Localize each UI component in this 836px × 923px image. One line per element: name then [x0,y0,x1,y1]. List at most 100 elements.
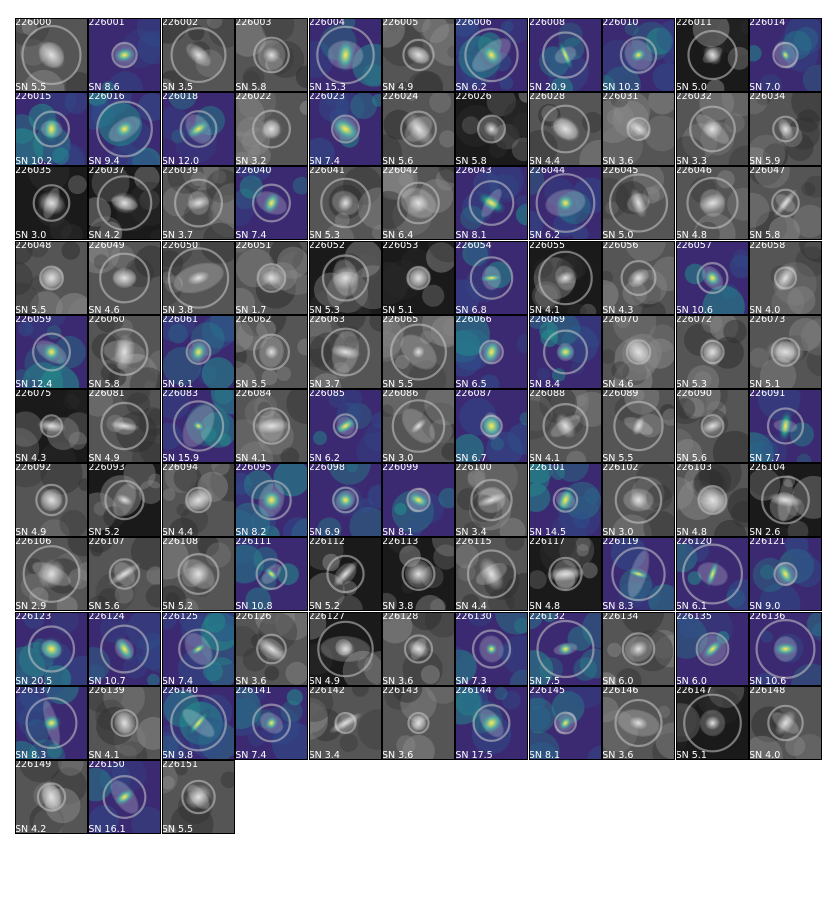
panel-id-label: 226081 [88,389,125,399]
panel-id-label: 226024 [382,92,419,103]
thumbnail-panel: 226136 SN 10.6 [749,611,822,686]
panel-sn-label: SN 6.2 [308,453,340,463]
thumbnail-image [602,463,676,538]
thumbnail-image [88,389,162,463]
panel-sn-label: SN 8.1 [455,230,487,241]
panel-sn-label: SN 10.6 [675,304,713,315]
thumbnail-panel: 226040 SN 7.4 [235,166,309,241]
panel-id-label: 226045 [602,166,639,177]
panel-sn-label: SN 6.7 [455,453,487,463]
thumbnail-panel: 226120 SN 6.1 [675,537,749,612]
panel-sn-label: SN 7.4 [235,749,267,760]
panel-sn-label: SN 5.5 [15,304,47,315]
panel-sn-label: SN 2.9 [15,601,47,612]
thumbnail-image [749,240,822,315]
panel-id-label: 226050 [161,240,199,251]
thumbnail-image [382,537,455,612]
thumbnail-image [675,389,749,463]
thumbnail-image [15,92,88,167]
panel-id-label: 226127 [308,611,345,622]
panel-id-label: 226102 [602,463,639,474]
thumbnail-panel: 226092 SN 4.9 [15,463,88,538]
panel-sn-label: SN 6.1 [675,601,707,612]
thumbnail-panel: 226047 SN 5.8 [749,166,822,241]
thumbnail-image [749,92,822,167]
panel-id-label: 226144 [455,685,492,696]
panel-id-label: 226072 [675,314,712,325]
panel-sn-label: SN 5.0 [675,82,707,92]
panel-id-label: 226149 [15,760,52,770]
thumbnail-image [308,463,382,538]
thumbnail-panel: 226088 SN 4.1 [528,389,602,463]
thumbnail-panel: 226094 SN 4.4 [161,463,235,538]
thumbnail-panel: 226049 SN 4.6 [88,240,162,315]
panel-sn-label: SN 3.3 [675,156,707,167]
panel-sn-label: SN 10.8 [235,601,273,612]
thumbnail-panel: 226112 SN 5.2 [308,537,382,612]
panel-sn-label: SN 5.3 [308,304,340,315]
panel-id-label: 226047 [749,166,786,177]
thumbnail-image [161,314,235,389]
thumbnail-image [88,314,162,389]
thumbnail-image [161,389,235,463]
thumbnail-image [602,314,676,389]
thumbnail-image [382,240,455,315]
panel-sn-label: SN 4.6 [88,304,120,315]
panel-sn-label: SN 9.8 [161,749,194,760]
panel-id-label: 226128 [382,611,419,622]
panel-sn-label: SN 3.4 [308,749,340,760]
panel-id-label: 226139 [88,685,125,696]
panel-sn-label: SN 5.8 [235,82,267,92]
panel-id-label: 226042 [382,166,419,177]
panel-id-label: 226084 [235,389,272,399]
panel-id-label: 226150 [88,760,125,770]
thumbnail-image [161,537,235,612]
panel-id-label: 226016 [88,92,125,103]
thumbnail-image [235,463,309,538]
thumbnail-panel: 226093 SN 5.2 [88,463,162,538]
panel-sn-label: SN 10.2 [15,156,53,167]
panel-sn-label: SN 4.8 [675,230,707,241]
thumbnail-panel: 226086 SN 3.0 [382,389,455,463]
thumbnail-image [235,611,309,686]
panel-id-label: 226111 [235,537,272,548]
panel-id-label: 226106 [15,537,52,548]
panel-id-label: 226134 [602,611,639,622]
panel-sn-label: SN 7.4 [308,156,340,167]
panel-id-label: 226008 [528,18,566,28]
panel-id-label: 226041 [308,166,345,177]
thumbnail-image [308,611,382,686]
thumbnail-image [602,166,676,241]
panel-sn-label: SN 4.4 [161,527,194,538]
panel-sn-label: SN 6.0 [602,675,634,686]
panel-sn-label: SN 5.0 [602,230,634,241]
thumbnail-panel: 226090 SN 5.6 [675,389,749,463]
thumbnail-panel: 226024 SN 5.6 [382,92,455,167]
thumbnail-image [675,18,749,92]
panel-id-label: 226063 [308,314,345,325]
panel-id-label: 226044 [528,166,566,177]
panel-id-label: 226048 [15,240,52,251]
thumbnail-panel: 226113 SN 3.8 [382,537,455,612]
panel-sn-label: SN 8.3 [602,601,634,612]
panel-id-label: 226088 [528,389,566,399]
panel-id-label: 226099 [382,463,419,474]
thumbnail-panel: 226101 SN 14.5 [528,463,602,538]
panel-sn-label: SN 20.9 [528,82,567,92]
thumbnail-image [161,611,235,686]
panel-sn-label: SN 15.3 [308,82,346,92]
thumbnail-image [675,314,749,389]
panel-id-label: 226146 [602,685,639,696]
thumbnail-panel: 226149 SN 4.2 [15,760,88,834]
thumbnail-image [15,240,88,315]
thumbnail-image [15,760,88,834]
panel-id-label: 226006 [455,18,492,28]
thumbnail-panel: 226000 SN 5.5 [15,18,88,92]
panel-sn-label: SN 3.0 [602,527,634,538]
thumbnail-panel: 226031 SN 3.6 [602,92,676,167]
panel-sn-label: SN 5.9 [749,156,781,167]
thumbnail-panel: 226147 SN 5.1 [675,685,749,760]
panel-sn-label: SN 5.5 [382,378,414,389]
thumbnail-panel: 226084 SN 4.1 [235,389,309,463]
panel-sn-label: SN 10.3 [602,82,640,92]
